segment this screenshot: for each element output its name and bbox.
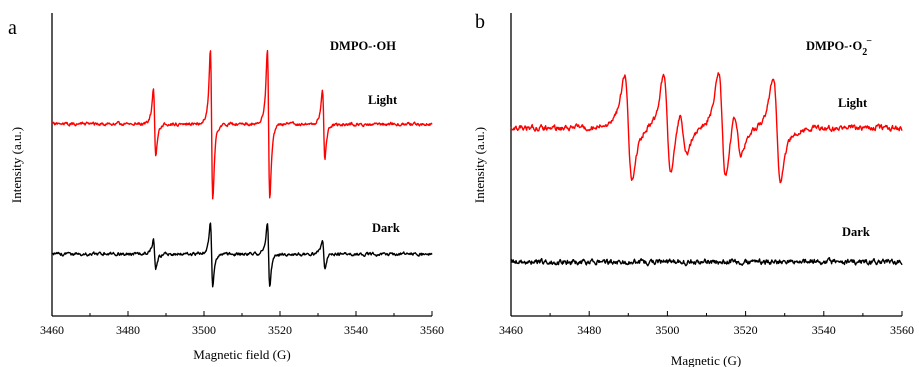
x-tick-label: 3460 <box>499 323 523 337</box>
x-tick-label: 3560 <box>890 323 914 337</box>
panel-a-light-label: Light <box>368 93 398 107</box>
panel-b: b 3460 3480 3500 3520 3540 3560 DMPO-·O2− Lig… <box>472 11 914 367</box>
panel-b-x-title: Magnetic (G) <box>671 353 741 367</box>
panel-b-dark-label: Dark <box>842 225 870 239</box>
panel-b-species-main: DMPO-·O <box>806 39 863 53</box>
panel-a-light-trace <box>51 49 433 200</box>
panel-b-species-sup: − <box>866 36 872 47</box>
panel-b-y-title: Intensity (a.u.) <box>472 127 487 203</box>
panel-b-species-sub: 2 <box>862 47 867 58</box>
x-tick-label: 3520 <box>734 323 758 337</box>
panel-b-x-ticks: 3460 3480 3500 3520 3540 3560 <box>499 311 914 337</box>
panel-b-species-label: DMPO-·O2− <box>806 36 872 58</box>
panel-b-light-label: Light <box>838 96 868 110</box>
panel-b-dark-trace <box>510 257 903 267</box>
panel-a: a 3460 3480 3500 3520 3540 3560 DMPO-·OH Ligh… <box>8 13 444 362</box>
x-tick-label: 3560 <box>420 323 444 337</box>
x-tick-label: 3520 <box>268 323 292 337</box>
x-tick-label: 3480 <box>577 323 601 337</box>
panel-a-x-ticks: 3460 3480 3500 3520 3540 3560 <box>40 311 444 337</box>
x-tick-label: 3500 <box>192 323 216 337</box>
panel-b-light-trace <box>510 72 903 184</box>
x-tick-label: 3480 <box>116 323 140 337</box>
panel-a-dark-trace <box>51 222 433 288</box>
panel-a-y-title: Intensity (a.u.) <box>9 127 24 203</box>
panel-b-letter: b <box>475 11 485 33</box>
x-tick-label: 3540 <box>812 323 836 337</box>
x-tick-label: 3540 <box>344 323 368 337</box>
panel-a-letter: a <box>8 17 17 39</box>
panel-a-species-label: DMPO-·OH <box>330 39 396 53</box>
x-tick-label: 3500 <box>655 323 679 337</box>
panel-a-dark-label: Dark <box>372 221 400 235</box>
panel-a-x-title: Magnetic field (G) <box>193 347 290 362</box>
x-tick-label: 3460 <box>40 323 64 337</box>
